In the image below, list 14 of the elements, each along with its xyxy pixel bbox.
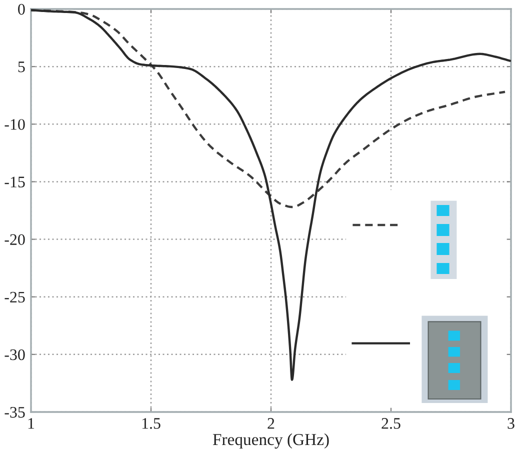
x-tick-label: 2 [268, 418, 274, 429]
y-tick-label: -20 [4, 234, 25, 245]
y-tick-label: -30 [4, 349, 25, 360]
x-tick-label: 1 [28, 418, 34, 429]
y-tick-label: -15 [4, 176, 25, 188]
x-tick-label: 1.5 [142, 418, 160, 429]
y-tick-label: -25 [4, 292, 25, 303]
y-tick-label: -10 [4, 119, 25, 130]
y-tick-label: 0 [18, 4, 25, 15]
y-tick-label: 5 [18, 62, 25, 72]
x-tick-label: 2.5 [382, 418, 400, 429]
x-tick-label: 3 [508, 418, 514, 429]
x-axis-title: Frequency (GHz) [212, 433, 329, 449]
y-tick-label: -35 [4, 406, 25, 418]
